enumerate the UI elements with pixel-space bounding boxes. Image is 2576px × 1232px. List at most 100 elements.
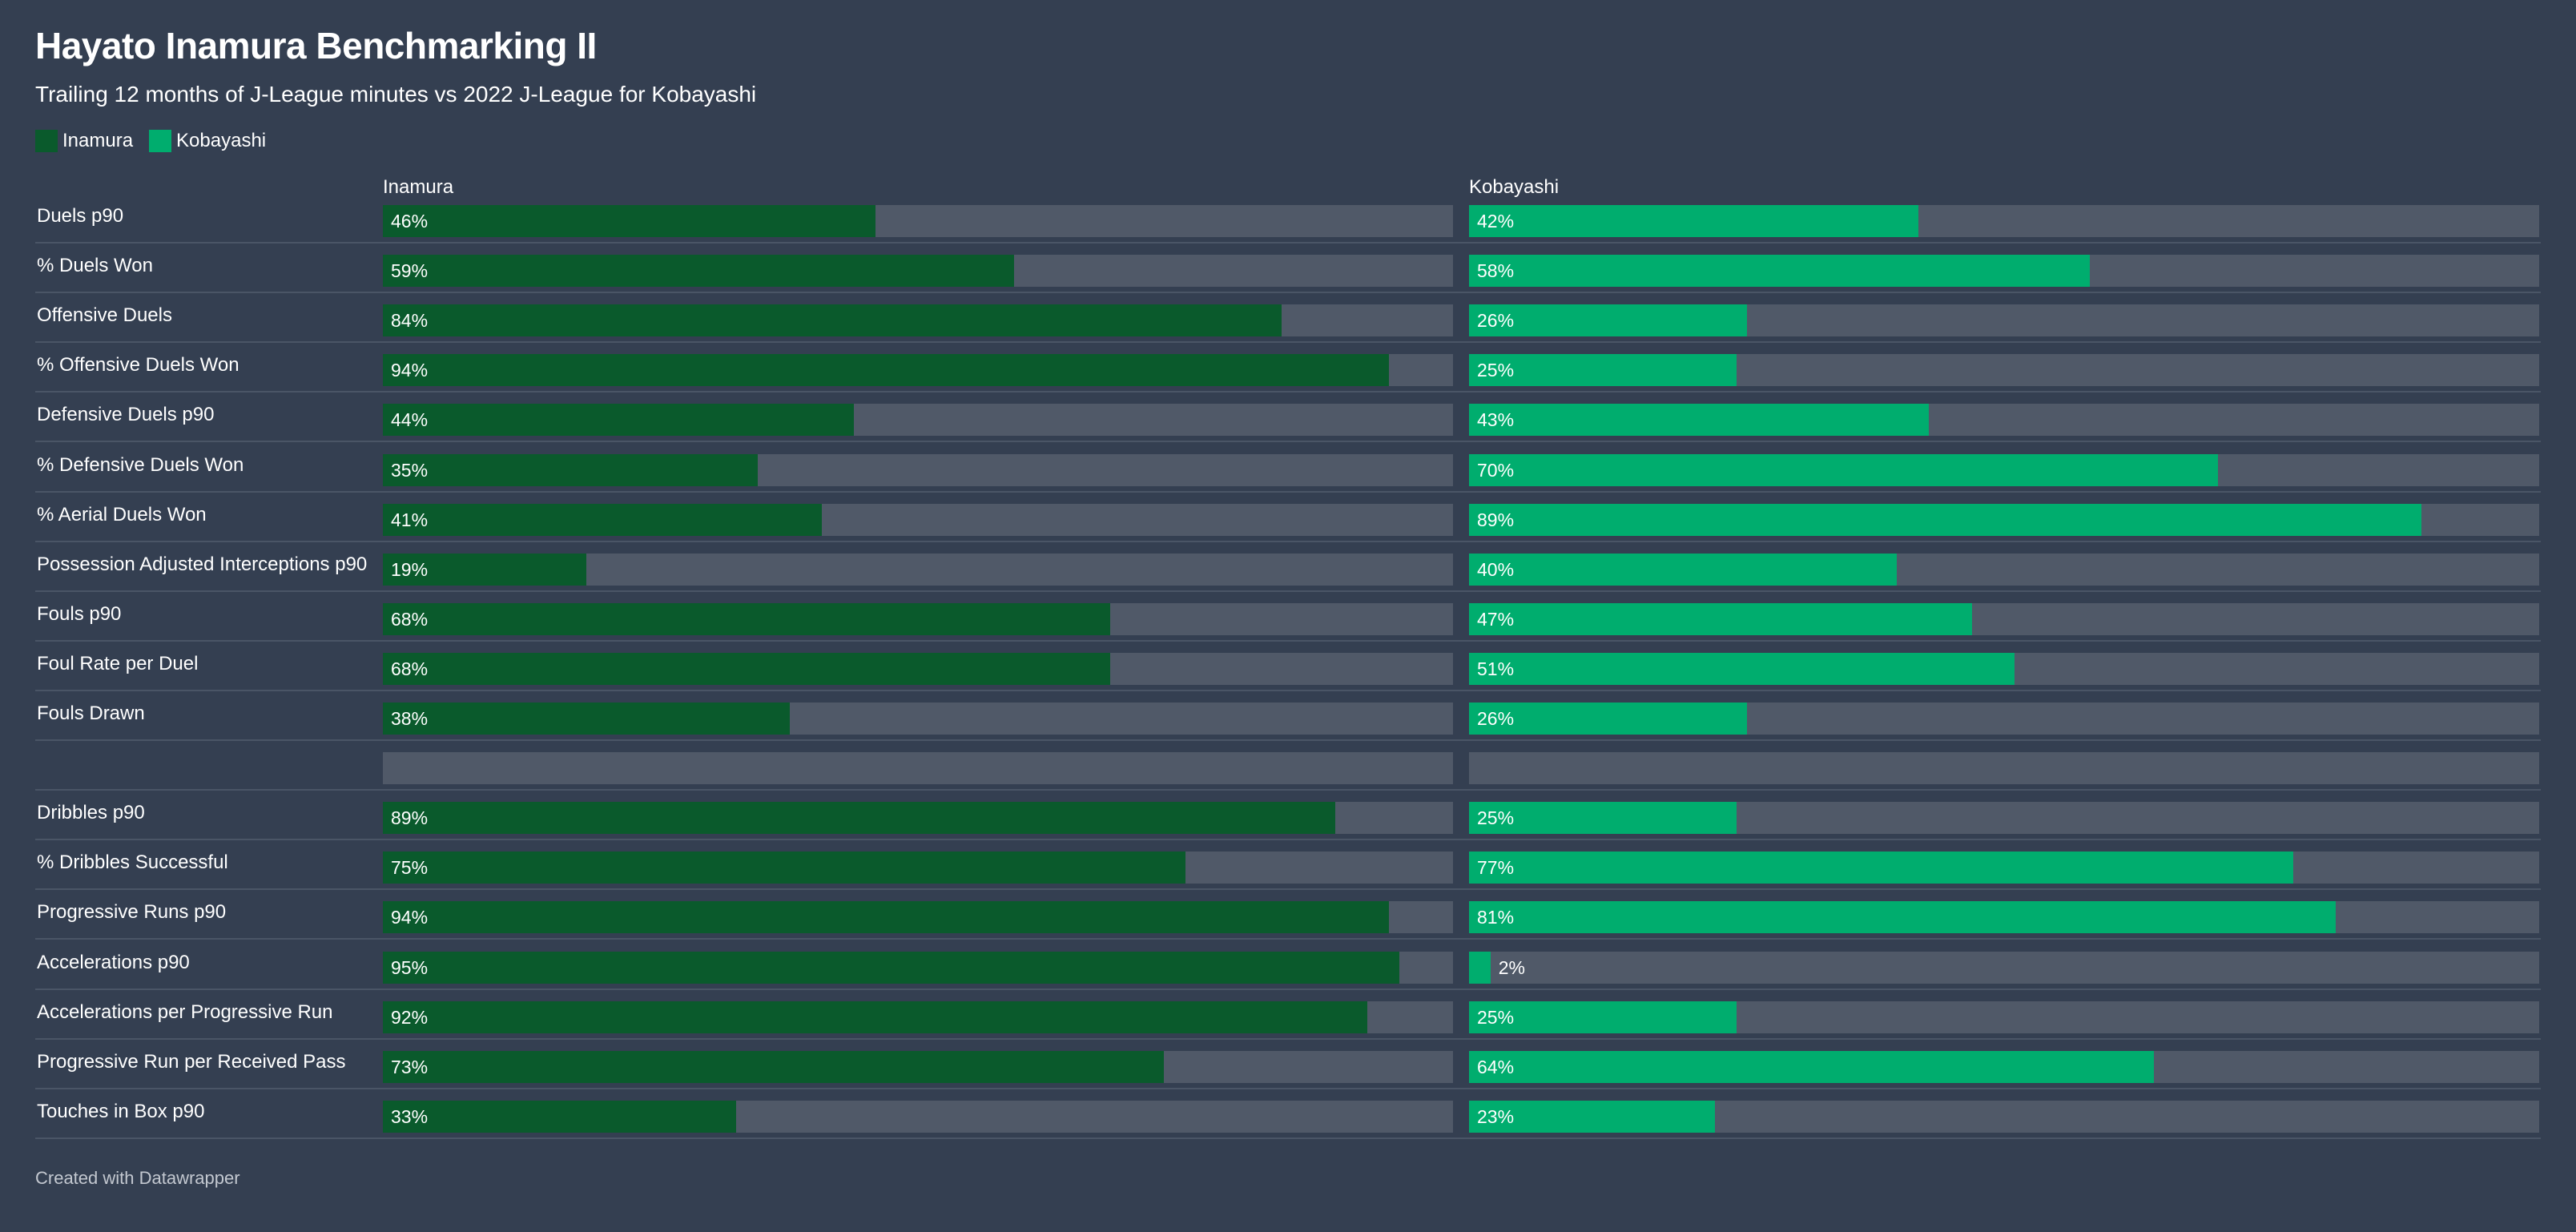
row-divider — [35, 739, 2541, 741]
chart-row: Defensive Duels p90 44% 43% — [35, 393, 2541, 443]
bar-inamura — [383, 553, 586, 586]
bar-track-inamura: 44% — [383, 404, 1453, 437]
chart-row: Duels p90 46% 42% — [35, 194, 2541, 244]
bar-track-kobayashi: 81% — [1469, 901, 2539, 934]
row-divider — [35, 391, 2541, 393]
bar-track-kobayashi: 64% — [1469, 1050, 2539, 1083]
row-label: % Dribbles Successful — [37, 852, 228, 874]
bar-kobayashi — [1469, 602, 1972, 635]
legend: Inamura Kobayashi — [35, 130, 282, 152]
row-label: Foul Rate per Duel — [37, 652, 199, 674]
bar-track-kobayashi: 26% — [1469, 304, 2539, 337]
row-label: % Defensive Duels Won — [37, 453, 244, 476]
bar-inamura — [383, 255, 1015, 288]
bar-inamura — [383, 901, 1389, 934]
row-divider — [35, 1087, 2541, 1089]
row-label: % Aerial Duels Won — [37, 503, 207, 525]
bar-track-kobayashi: 40% — [1469, 553, 2539, 586]
bar-kobayashi — [1469, 255, 2090, 288]
row-divider — [35, 888, 2541, 891]
data-label-kobayashi: 81% — [1477, 907, 1515, 928]
data-label-kobayashi: 77% — [1477, 857, 1515, 879]
column-header-inamura: Inamura — [383, 176, 454, 198]
chart-row: % Dribbles Successful 75% 77% — [35, 840, 2541, 891]
row-divider — [35, 292, 2541, 294]
bar-inamura — [383, 1050, 1165, 1083]
bar-inamura — [383, 852, 1185, 884]
bar-track-inamura: 38% — [383, 703, 1453, 735]
bar-kobayashi — [1469, 453, 2219, 486]
bar-inamura — [383, 205, 875, 237]
bar-kobayashi — [1469, 703, 1748, 735]
legend-swatch-inamura — [35, 130, 58, 152]
chart-row: Touches in Box p90 33% 23% — [35, 1089, 2541, 1139]
bar-track-kobayashi: 70% — [1469, 453, 2539, 486]
row-label: % Offensive Duels Won — [37, 354, 239, 376]
row-label: Possession Adjusted Interceptions p90 — [37, 553, 368, 575]
bar-inamura — [383, 652, 1111, 685]
row-label: Defensive Duels p90 — [37, 404, 215, 426]
data-label-kobayashi: 26% — [1477, 310, 1515, 332]
bar-track-kobayashi: 77% — [1469, 852, 2539, 884]
bar-track-kobayashi: 25% — [1469, 354, 2539, 387]
bar-kobayashi — [1469, 652, 2015, 685]
data-label-inamura: 94% — [391, 907, 429, 928]
data-label-kobayashi: 58% — [1477, 260, 1515, 282]
bar-kobayashi — [1469, 553, 1898, 586]
legend-label-kobayashi: Kobayashi — [176, 130, 267, 151]
data-label-inamura: 68% — [391, 608, 429, 630]
row-label: Offensive Duels — [37, 304, 172, 327]
data-label-kobayashi: 70% — [1477, 459, 1515, 481]
bar-track-inamura: 46% — [383, 205, 1453, 237]
data-label-kobayashi: 25% — [1477, 1006, 1515, 1028]
data-label-inamura: 95% — [391, 956, 429, 978]
bar-kobayashi — [1469, 1050, 2155, 1083]
chart-row: Accelerations per Progressive Run 92% 25% — [35, 990, 2541, 1040]
legend-item-inamura: Inamura — [35, 130, 133, 152]
row-divider — [35, 540, 2541, 542]
bar-track-inamura: 59% — [383, 255, 1453, 288]
row-divider — [35, 490, 2541, 493]
bar-track-kobayashi: 26% — [1469, 703, 2539, 735]
data-label-kobayashi: 23% — [1477, 1105, 1515, 1127]
bar-inamura — [383, 503, 822, 536]
bar-kobayashi — [1469, 1100, 1716, 1133]
chart-row: Offensive Duels 84% 26% — [35, 293, 2541, 344]
bar-kobayashi — [1469, 503, 2422, 536]
row-label: Duels p90 — [37, 205, 124, 227]
bar-track-inamura: 73% — [383, 1050, 1453, 1083]
bar-inamura — [383, 1000, 1368, 1033]
row-divider — [35, 1037, 2541, 1040]
data-label-kobayashi: 89% — [1477, 509, 1515, 530]
bar-track-inamura: 94% — [383, 901, 1453, 934]
row-divider — [35, 341, 2541, 344]
chart-row — [35, 741, 2541, 791]
data-label-inamura: 38% — [391, 708, 429, 729]
bar-inamura — [383, 951, 1400, 984]
chart-row: % Defensive Duels Won 35% 70% — [35, 443, 2541, 493]
legend-swatch-kobayashi — [149, 130, 172, 152]
bar-track-kobayashi: 51% — [1469, 652, 2539, 685]
chart-row: Foul Rate per Duel 68% 51% — [35, 642, 2541, 691]
chart-row: Progressive Run per Received Pass 73% 64% — [35, 1040, 2541, 1089]
data-label-inamura: 19% — [391, 558, 429, 580]
chart-title: Hayato Inamura Benchmarking II — [35, 25, 597, 66]
bar-inamura — [383, 453, 758, 486]
row-divider — [35, 839, 2541, 841]
row-divider — [35, 689, 2541, 691]
row-divider — [35, 590, 2541, 592]
bar-track-inamura: 75% — [383, 852, 1453, 884]
data-label-inamura: 92% — [391, 1006, 429, 1028]
data-label-inamura: 33% — [391, 1105, 429, 1127]
bar-track-kobayashi: 89% — [1469, 503, 2539, 536]
bar-inamura — [383, 802, 1336, 835]
bar-inamura — [383, 304, 1282, 337]
bar-track-kobayashi: 25% — [1469, 1000, 2539, 1033]
bar-track-kobayashi: 47% — [1469, 602, 2539, 635]
chart-row: Accelerations p90 95% 2% — [35, 940, 2541, 990]
chart-row: % Duels Won 59% 58% — [35, 244, 2541, 294]
data-label-inamura: 44% — [391, 409, 429, 431]
data-label-kobayashi: 64% — [1477, 1056, 1515, 1077]
bar-kobayashi — [1469, 1000, 1737, 1033]
bar-track-kobayashi: 43% — [1469, 404, 2539, 437]
